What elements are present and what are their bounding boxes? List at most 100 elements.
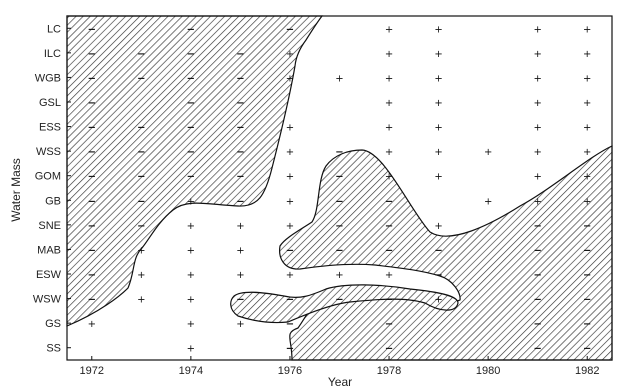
plus-mark: + bbox=[583, 147, 591, 158]
minus-mark: − bbox=[385, 221, 393, 232]
minus-mark: − bbox=[286, 245, 294, 256]
y-tick-label: ESW bbox=[36, 269, 62, 281]
plus-mark: + bbox=[434, 221, 442, 232]
plus-mark: + bbox=[434, 49, 442, 60]
minus-mark: − bbox=[236, 147, 244, 158]
minus-mark: − bbox=[88, 73, 96, 84]
plus-mark: + bbox=[385, 98, 393, 109]
plus-mark: + bbox=[187, 245, 195, 256]
plus-mark: + bbox=[434, 147, 442, 158]
minus-mark: − bbox=[88, 49, 96, 60]
plus-mark: + bbox=[583, 24, 591, 35]
minus-mark: − bbox=[236, 172, 244, 183]
plot-frame bbox=[66, 15, 613, 361]
plus-mark: + bbox=[187, 270, 195, 281]
minus-mark: − bbox=[335, 147, 343, 158]
minus-mark: − bbox=[583, 270, 591, 281]
y-tick-label: GB bbox=[45, 195, 61, 207]
y-tick-label: WSS bbox=[36, 146, 61, 158]
plus-mark: + bbox=[484, 147, 492, 158]
minus-mark: − bbox=[434, 270, 442, 281]
minus-mark: − bbox=[583, 245, 591, 256]
plus-mark: + bbox=[533, 123, 541, 134]
plus-mark: + bbox=[286, 172, 294, 183]
plus-mark: + bbox=[286, 147, 294, 158]
minus-mark: − bbox=[137, 196, 145, 207]
plus-mark: + bbox=[137, 270, 145, 281]
plus-mark: + bbox=[385, 123, 393, 134]
minus-mark: − bbox=[236, 123, 244, 134]
plus-mark: + bbox=[533, 98, 541, 109]
plus-mark: + bbox=[533, 147, 541, 158]
plus-mark: + bbox=[236, 270, 244, 281]
plus-mark: + bbox=[484, 196, 492, 207]
hatched-region-lower-loop bbox=[230, 284, 459, 324]
minus-mark: − bbox=[286, 24, 294, 35]
minus-mark: − bbox=[335, 196, 343, 207]
plus-mark: + bbox=[335, 270, 343, 281]
y-tick-label: WGB bbox=[35, 72, 61, 84]
plus-mark: + bbox=[385, 270, 393, 281]
plus-mark: + bbox=[137, 295, 145, 306]
plus-mark: + bbox=[434, 172, 442, 183]
plus-mark: + bbox=[286, 49, 294, 60]
y-tick-label: LC bbox=[47, 23, 61, 35]
minus-mark: − bbox=[137, 123, 145, 134]
x-tick-label: 1972 bbox=[80, 365, 104, 377]
plus-mark: + bbox=[385, 49, 393, 60]
data-marks: − − − + + + + − − − − + + + + + − − − − + + + + + + − − − + + + + − − − − + + +… bbox=[88, 24, 592, 354]
plus-mark: + bbox=[187, 319, 195, 330]
minus-mark: − bbox=[137, 172, 145, 183]
y-tick-label: SNE bbox=[38, 220, 61, 232]
minus-mark: − bbox=[583, 295, 591, 306]
x-axis-label: Year bbox=[328, 375, 352, 389]
minus-mark: − bbox=[286, 344, 294, 355]
plus-mark: + bbox=[583, 123, 591, 134]
minus-mark: − bbox=[187, 147, 195, 158]
minus-mark: − bbox=[88, 123, 96, 134]
plus-mark: + bbox=[236, 319, 244, 330]
minus-mark: − bbox=[385, 295, 393, 306]
minus-mark: − bbox=[187, 49, 195, 60]
plus-mark: + bbox=[533, 73, 541, 84]
minus-mark: − bbox=[533, 245, 541, 256]
minus-mark: − bbox=[385, 344, 393, 355]
minus-mark: − bbox=[583, 319, 591, 330]
minus-mark: − bbox=[88, 270, 96, 281]
minus-mark: − bbox=[187, 123, 195, 134]
minus-mark: − bbox=[88, 295, 96, 306]
plus-mark: + bbox=[385, 73, 393, 84]
plus-mark: + bbox=[533, 172, 541, 183]
minus-mark: − bbox=[236, 73, 244, 84]
plus-mark: + bbox=[434, 295, 442, 306]
plus-mark: + bbox=[187, 221, 195, 232]
minus-mark: − bbox=[533, 270, 541, 281]
plus-mark: + bbox=[583, 73, 591, 84]
plus-mark: + bbox=[583, 98, 591, 109]
minus-mark: − bbox=[88, 24, 96, 35]
minus-mark: − bbox=[286, 295, 294, 306]
plus-mark: + bbox=[583, 172, 591, 183]
y-tick-label: MAB bbox=[37, 244, 61, 256]
y-axis: LC ILC WGB GSL ESS WSS GOM GB SNE MAB ESW WSW GS SS bbox=[33, 23, 71, 355]
x-axis: 1972 1974 1976 1978 1980 1982 bbox=[80, 356, 599, 377]
minus-mark: − bbox=[236, 98, 244, 109]
minus-mark: − bbox=[88, 245, 96, 256]
minus-mark: − bbox=[286, 319, 294, 330]
minus-mark: − bbox=[583, 344, 591, 355]
x-tick-label: 1980 bbox=[476, 365, 500, 377]
minus-mark: − bbox=[236, 295, 244, 306]
minus-mark: − bbox=[335, 221, 343, 232]
plus-mark: + bbox=[286, 123, 294, 134]
y-tick-label: SS bbox=[46, 343, 61, 355]
y-axis-label: Water Mass bbox=[9, 158, 23, 222]
x-tick-label: 1982 bbox=[575, 365, 599, 377]
plus-mark: + bbox=[583, 49, 591, 60]
x-tick-label: 1978 bbox=[377, 365, 401, 377]
y-tick-label: GOM bbox=[35, 171, 61, 183]
plus-mark: + bbox=[187, 196, 195, 207]
plus-mark: + bbox=[434, 24, 442, 35]
minus-mark: − bbox=[88, 98, 96, 109]
plus-mark: + bbox=[533, 49, 541, 60]
